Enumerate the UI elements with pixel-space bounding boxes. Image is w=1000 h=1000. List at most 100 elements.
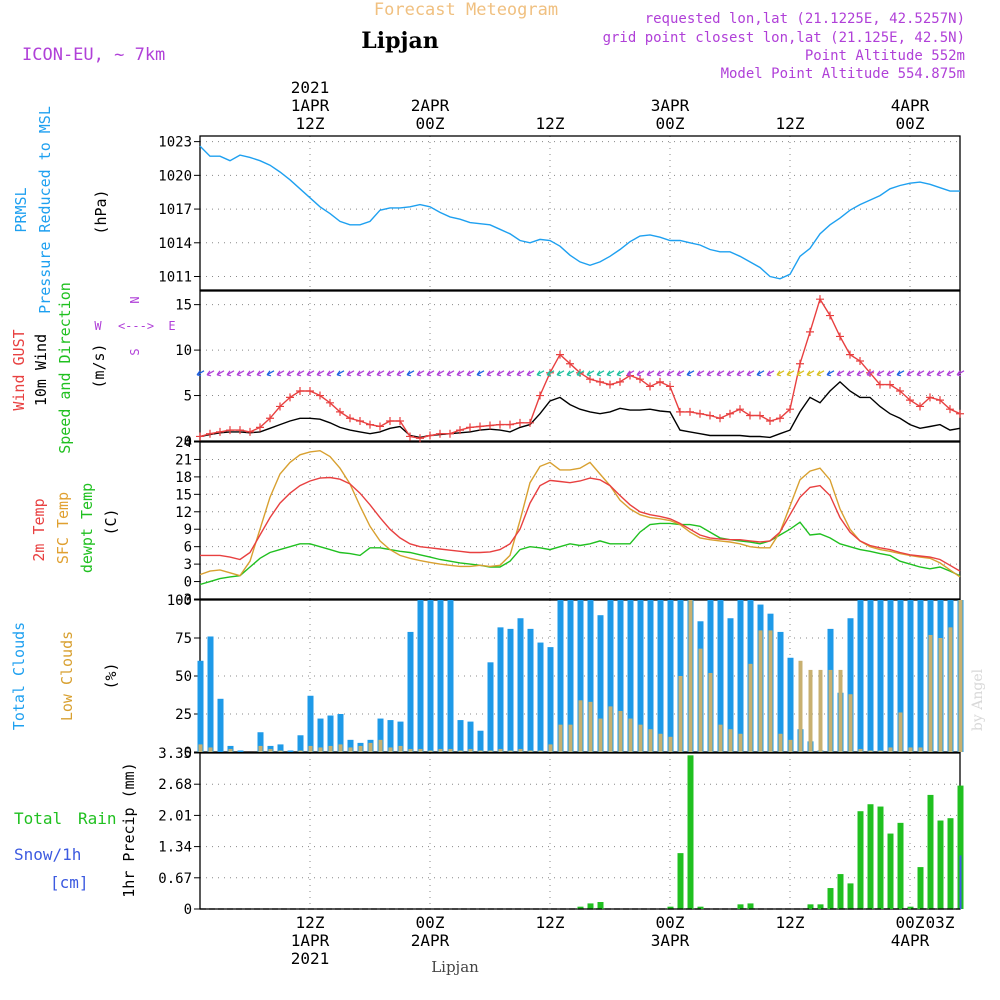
gust-marker xyxy=(216,427,224,436)
low-cloud-bar xyxy=(908,747,913,752)
rain-bar xyxy=(817,904,824,909)
ytick-label: 25 xyxy=(175,707,192,723)
total-cloud-bar xyxy=(857,600,864,752)
precip-total-label: Total xyxy=(14,809,62,828)
total-cloud-bar xyxy=(587,600,594,752)
total-cloud-bar xyxy=(517,618,524,752)
total-cloud-bar xyxy=(297,735,304,752)
bottom-axis-hour: 12Z xyxy=(776,913,805,932)
wind-direction-arrow xyxy=(646,370,655,377)
bottom-axis-hour: 12Z xyxy=(296,913,325,932)
wind-direction-arrow xyxy=(656,370,665,377)
total-cloud-bar xyxy=(477,730,484,752)
prmsl-label: PRMSL xyxy=(12,187,30,232)
low-cloud-bar xyxy=(388,747,393,752)
compass-arrow: <---> xyxy=(118,319,154,333)
wind-direction-arrow xyxy=(196,370,205,377)
low-cloud-bar xyxy=(798,660,803,752)
total-cloud-bar xyxy=(397,721,404,752)
low-cloud-bar xyxy=(528,750,533,752)
gust-marker xyxy=(786,405,794,414)
wind-direction-arrow xyxy=(266,370,275,377)
bottom-axis-date: 4APR xyxy=(891,931,930,950)
info-line-4: Model Point Altitude 554.875m xyxy=(721,66,965,82)
total-cloud-bar xyxy=(737,600,744,752)
wind-direction-arrow xyxy=(226,370,235,377)
panel-frame xyxy=(199,290,961,442)
wind-direction-arrow xyxy=(936,370,945,377)
gust-marker xyxy=(906,396,914,405)
wind-direction-arrow xyxy=(636,370,645,377)
ytick-label: 1020 xyxy=(158,168,192,184)
ytick-label: 1017 xyxy=(158,202,192,218)
gust-marker xyxy=(366,420,374,429)
gust-marker xyxy=(936,396,944,405)
gust-marker xyxy=(836,332,844,341)
low-cloud-bar xyxy=(738,733,743,752)
ytick-label: 1011 xyxy=(158,270,192,286)
station-title: Lipjan xyxy=(361,28,438,54)
bottom-axis-hour: 00Z xyxy=(656,913,685,932)
total-cloud-bar xyxy=(457,720,464,752)
gust-marker xyxy=(956,409,964,418)
compass-w: W xyxy=(94,319,102,333)
gust-marker xyxy=(246,427,254,436)
gust-marker xyxy=(506,420,514,429)
wind-direction-arrow xyxy=(746,370,755,377)
sfctemp-label: SFC Temp xyxy=(54,492,72,564)
low-cloud-bar xyxy=(918,747,923,752)
low-cloud-bar xyxy=(568,724,573,752)
gust-marker xyxy=(476,422,484,431)
top-axis-date: 3APR xyxy=(651,96,690,115)
wind-direction-arrow xyxy=(356,370,365,377)
info-line-2: grid point closest lon,lat (21.125E, 42.… xyxy=(603,30,965,46)
low-cloud-bar xyxy=(328,745,333,752)
wind-direction-arrow xyxy=(686,370,695,377)
ms-label: (m/s) xyxy=(90,343,108,388)
total-cloud-bar xyxy=(507,628,514,752)
low-cloud-bar xyxy=(638,724,643,752)
top-axis-hour: 00Z xyxy=(896,114,925,133)
low-cloud-bar xyxy=(958,600,963,752)
wind-direction-arrow xyxy=(626,370,635,377)
total-cloud-bar xyxy=(847,618,854,752)
total-cloud-bar xyxy=(407,631,414,752)
gust-marker xyxy=(496,420,504,429)
total-cloud-bar xyxy=(217,698,224,752)
wind-direction-arrow xyxy=(476,370,485,377)
bottom-axis-date: 1APR xyxy=(291,931,330,950)
low-cloud-bar xyxy=(788,739,793,752)
total-cloud-bar xyxy=(447,600,454,752)
low-cloud-bar xyxy=(588,701,593,752)
wind-direction-arrow xyxy=(316,370,325,377)
total-cloud-bar xyxy=(717,600,724,752)
total-cloud-bar xyxy=(427,600,434,752)
gust-marker xyxy=(516,418,524,427)
ytick-label: 3.35 xyxy=(158,746,192,762)
total-cloud-bar xyxy=(227,745,234,752)
low-cloud-bar xyxy=(878,750,883,752)
total-cloud-bar xyxy=(907,600,914,752)
low-cloud-bar xyxy=(518,748,523,752)
low-cloud-bar xyxy=(258,745,263,752)
gust-line xyxy=(199,297,961,440)
gust-marker xyxy=(286,393,294,402)
rain-bar xyxy=(597,902,604,909)
total-cloud-bar xyxy=(257,732,264,752)
low-cloud-bar xyxy=(628,718,633,752)
gust-marker xyxy=(696,409,704,418)
wind-direction-arrow xyxy=(676,370,685,377)
wind-direction-arrow xyxy=(206,370,215,377)
rain-bar xyxy=(917,867,924,909)
total-cloud-bar xyxy=(277,744,284,752)
ytick-label: 15 xyxy=(175,298,192,314)
gust-marker xyxy=(456,426,464,435)
low-cloud-bar xyxy=(808,669,813,752)
panel-frame xyxy=(199,441,961,600)
gust-marker xyxy=(606,380,614,389)
rain-bar xyxy=(737,904,744,909)
rain-bar xyxy=(857,811,864,909)
gust-marker xyxy=(466,423,474,432)
total-cloud-bar xyxy=(287,750,294,752)
low-cloud-bar xyxy=(348,747,353,752)
